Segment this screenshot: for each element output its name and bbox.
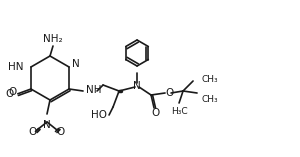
Text: H₃C: H₃C bbox=[171, 106, 188, 116]
Text: O: O bbox=[151, 108, 159, 118]
Text: N: N bbox=[72, 59, 80, 69]
Text: HO: HO bbox=[91, 110, 107, 120]
Text: N: N bbox=[43, 120, 51, 130]
Text: NH: NH bbox=[86, 85, 102, 95]
Text: CH₃: CH₃ bbox=[201, 75, 218, 84]
Text: CH₃: CH₃ bbox=[201, 95, 218, 103]
Text: O: O bbox=[9, 87, 17, 97]
Text: HN: HN bbox=[8, 62, 24, 72]
Text: O: O bbox=[5, 89, 14, 99]
Text: O: O bbox=[29, 127, 37, 137]
Text: O: O bbox=[165, 88, 173, 98]
Text: NH₂: NH₂ bbox=[43, 34, 63, 44]
Text: O: O bbox=[57, 127, 65, 137]
Text: N: N bbox=[133, 81, 141, 91]
